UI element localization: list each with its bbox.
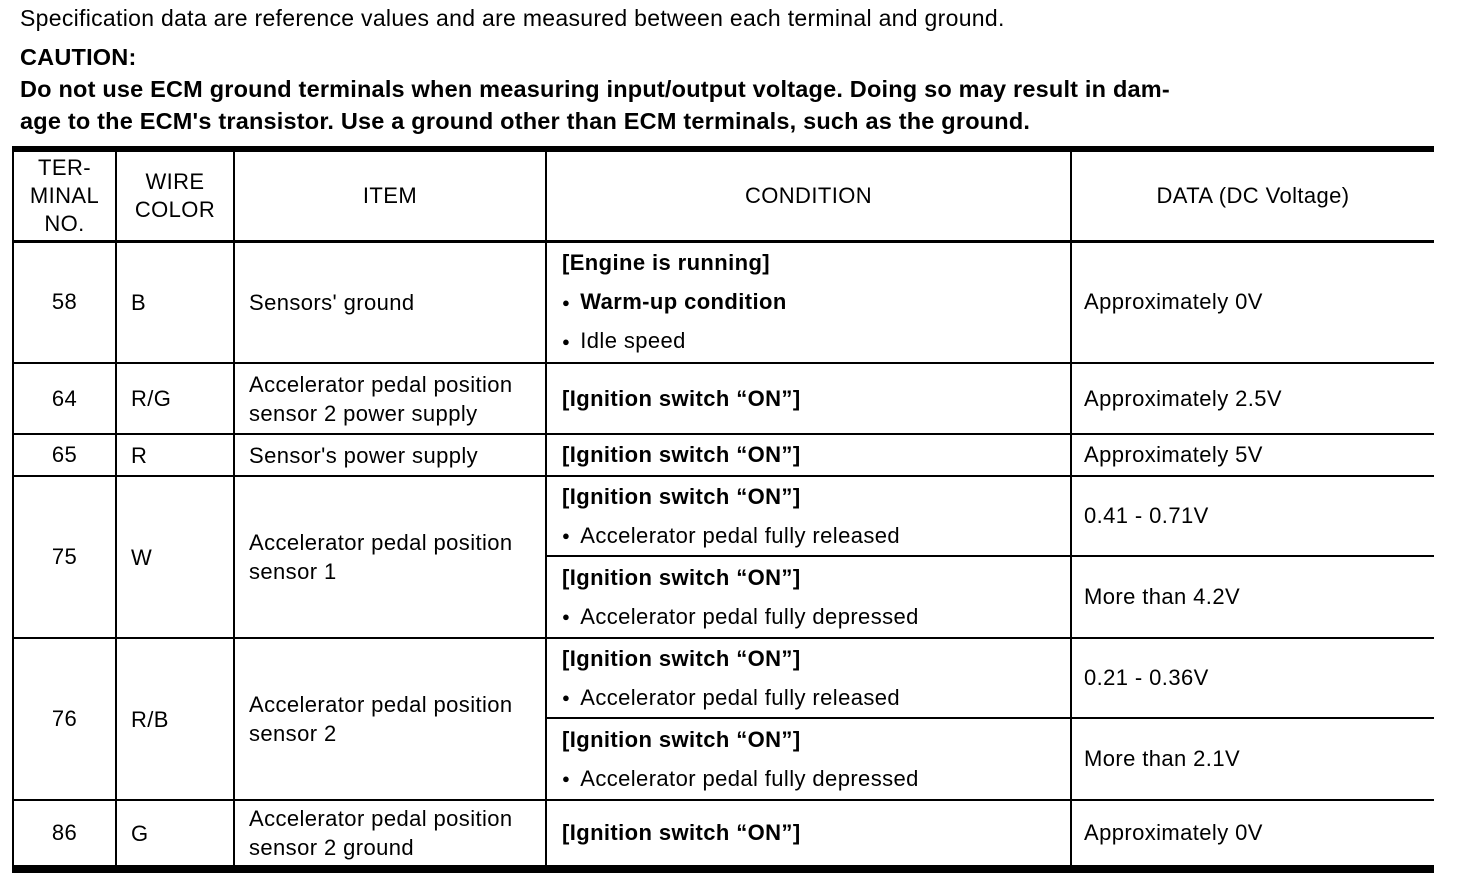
condition-cell: [Ignition switch “ON”] ● Accelerator ped… — [545, 637, 1072, 719]
condition-line: [Ignition switch “ON”] — [562, 820, 801, 845]
condition-line-text: Accelerator pedal fully released — [580, 522, 901, 548]
col-header-condition: CONDITION — [545, 148, 1072, 243]
condition-cell: [Ignition switch “ON”] ● Accelerator ped… — [545, 555, 1072, 639]
table-row: 64 R/G Accelerator pedal position sensor… — [12, 362, 1434, 435]
condition-cell: [Ignition switch “ON”] ● Accelerator ped… — [545, 475, 1072, 557]
table-row: 86 G Accelerator pedal position sensor 2… — [12, 799, 1434, 870]
item-cell: Sensors' ground — [233, 240, 547, 364]
col-header-item: ITEM — [233, 148, 547, 243]
table-subrow: [Ignition switch “ON”] ● Accelerator ped… — [13, 717, 1434, 801]
condition-line: [Ignition switch “ON”] — [562, 645, 801, 671]
col-header-wire-color: WIRE COLOR — [115, 148, 235, 243]
terminal-no-cell: 75 — [12, 475, 117, 639]
data-cell: More than 2.1V — [1070, 717, 1434, 801]
terminal-no-cell: 64 — [12, 362, 117, 435]
condition-line-text: Accelerator pedal fully depressed — [580, 603, 919, 629]
spec-note: Specification data are reference values … — [20, 5, 1005, 31]
wire-color-cell: R/G — [115, 362, 235, 435]
condition-line: ● Accelerator pedal fully released — [562, 516, 1066, 554]
condition-line-text: Accelerator pedal fully released — [580, 684, 901, 710]
bullet-icon: ● — [562, 771, 571, 786]
wire-color-cell: W — [115, 475, 235, 639]
table-row: 65 R Sensor's power supply [Ignition swi… — [12, 433, 1434, 477]
condition-line-text: Warm-up condition — [580, 289, 787, 315]
header-row: TER- MINAL NO. WIRE COLOR ITEM CONDITION… — [12, 148, 1434, 243]
terminal-no-cell: 58 — [12, 240, 117, 364]
table-row: 76 R/B Accelerator pedal position sensor… — [12, 637, 1434, 801]
condition-line: ● Idle speed — [562, 322, 1066, 361]
wire-color-cell: B — [115, 240, 235, 364]
bullet-icon: ● — [562, 294, 571, 310]
table-row: 75 W Accelerator pedal position sensor 1… — [12, 475, 1434, 639]
condition-line: [Ignition switch “ON”] — [562, 564, 801, 590]
condition-line: ● Accelerator pedal fully released — [562, 678, 1066, 716]
condition-cell: [Ignition switch “ON”] — [545, 799, 1072, 870]
data-cell: 0.41 - 0.71V — [1070, 475, 1434, 557]
condition-line: ● Accelerator pedal fully depressed — [562, 759, 1066, 798]
data-cell: Approximately 5V — [1070, 433, 1434, 477]
caution-label: CAUTION: — [20, 44, 137, 70]
bullet-icon: ● — [562, 609, 571, 624]
table-row: 58 B Sensors' ground [Engine is running]… — [12, 240, 1434, 364]
data-cell: Approximately 2.5V — [1070, 362, 1434, 435]
condition-cell: [Ignition switch “ON”] ● Accelerator ped… — [545, 717, 1072, 801]
item-cell: Sensor's power supply — [233, 433, 547, 477]
condition-cell: [Engine is running] ● Warm-up condition … — [545, 240, 1072, 364]
condition-line: [Ignition switch “ON”] — [562, 385, 801, 411]
data-cell: Approximately 0V — [1070, 799, 1434, 870]
bullet-icon: ● — [562, 333, 571, 349]
item-cell: Accelerator pedal position sensor 2 — [233, 637, 547, 801]
condition-cell: [Ignition switch “ON”] — [545, 433, 1072, 477]
condition-line: [Ignition switch “ON”] — [562, 726, 801, 752]
wire-color-cell: R — [115, 433, 235, 477]
terminal-spec-table: TER- MINAL NO. WIRE COLOR ITEM CONDITION… — [12, 146, 1434, 873]
bullet-icon: ● — [562, 528, 571, 543]
condition-line: [Ignition switch “ON”] — [562, 483, 801, 509]
condition-line: [Ignition switch “ON”] — [562, 442, 801, 467]
terminal-no-cell: 86 — [12, 799, 117, 870]
condition-cell: [Ignition switch “ON”] — [545, 362, 1072, 435]
condition-line: [Engine is running] — [562, 250, 771, 276]
caution-text-line-2: age to the ECM's transistor. Use a groun… — [20, 108, 1031, 134]
condition-line-text: Idle speed — [580, 328, 686, 354]
wire-color-cell: G — [115, 799, 235, 870]
data-cell: More than 4.2V — [1070, 555, 1434, 639]
wire-color-cell: R/B — [115, 637, 235, 801]
terminal-no-cell: 65 — [12, 433, 117, 477]
condition-line: ● Warm-up condition — [562, 283, 1066, 322]
table-subrow: [Ignition switch “ON”] ● Accelerator ped… — [13, 555, 1434, 639]
intro-block: Specification data are reference values … — [0, 0, 1472, 137]
col-header-terminal-no: TER- MINAL NO. — [12, 148, 117, 243]
item-cell: Accelerator pedal position sensor 2 powe… — [233, 362, 547, 435]
col-header-data: DATA (DC Voltage) — [1070, 148, 1434, 243]
item-cell: Accelerator pedal position sensor 1 — [233, 475, 547, 639]
bullet-icon: ● — [562, 690, 571, 705]
data-cell: 0.21 - 0.36V — [1070, 637, 1434, 719]
condition-line: ● Accelerator pedal fully depressed — [562, 597, 1066, 636]
caution-text-line-1: Do not use ECM ground terminals when mea… — [20, 76, 1170, 102]
data-cell: Approximately 0V — [1070, 240, 1434, 364]
terminal-no-cell: 76 — [12, 637, 117, 801]
condition-line-text: Accelerator pedal fully depressed — [580, 765, 919, 791]
item-cell: Accelerator pedal position sensor 2 grou… — [233, 799, 547, 870]
